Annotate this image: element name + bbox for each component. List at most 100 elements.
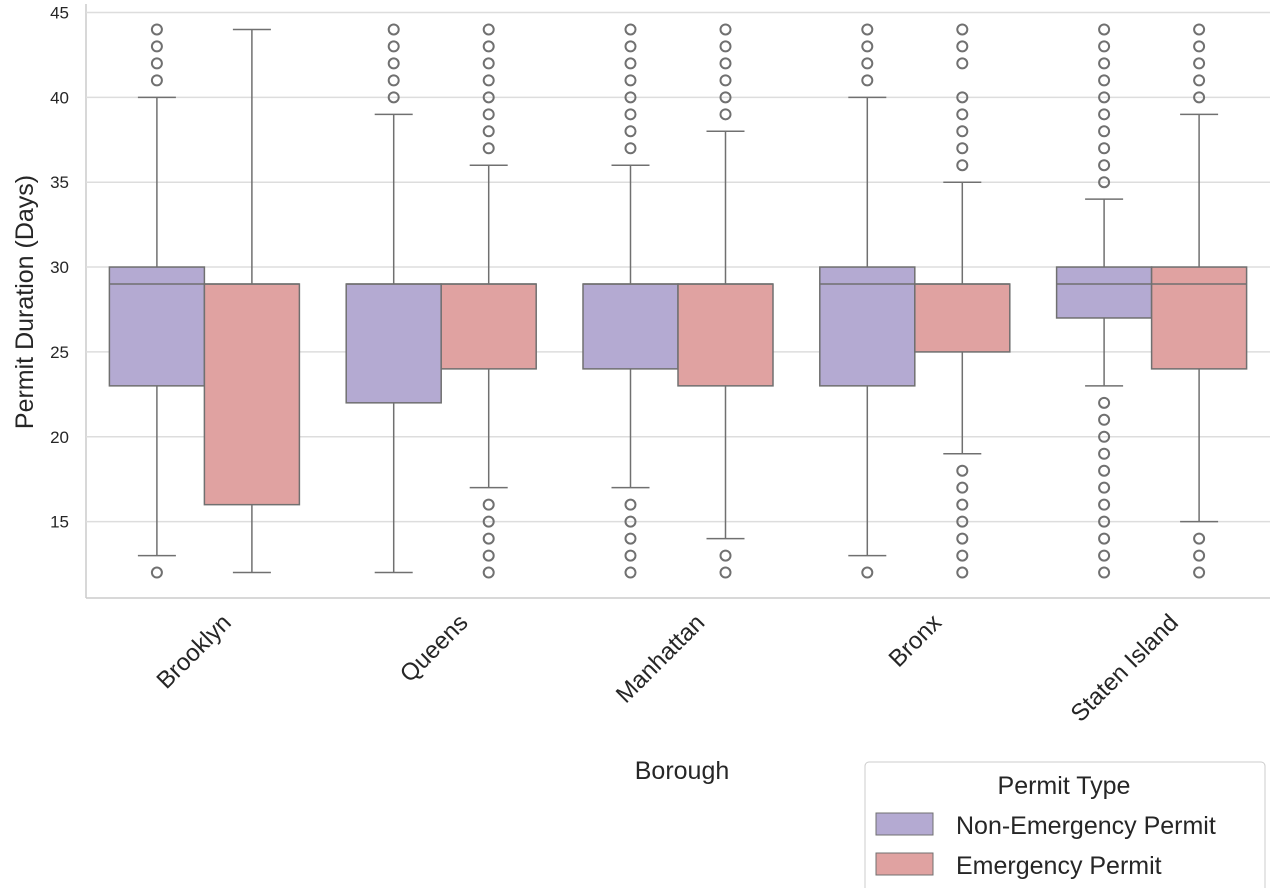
- outlier-point: [1193, 23, 1206, 36]
- outlier-point: [719, 549, 732, 562]
- box-0-1: [203, 28, 301, 574]
- outlier-point: [1193, 40, 1206, 53]
- outlier-point: [719, 23, 732, 36]
- outlier-point: [1098, 108, 1111, 121]
- outlier-point: [956, 498, 969, 511]
- outlier-point: [956, 532, 969, 545]
- outlier-point: [861, 57, 874, 70]
- outlier-point: [956, 566, 969, 579]
- outlier-point: [624, 125, 637, 138]
- outlier-point: [956, 108, 969, 121]
- box-3-1: [914, 23, 1011, 579]
- box-iqr: [677, 283, 774, 387]
- outlier-point: [150, 74, 163, 87]
- outlier-point: [861, 566, 874, 579]
- y-tick-label: 30: [50, 258, 69, 277]
- outlier-point: [719, 57, 732, 70]
- outlier-point: [719, 91, 732, 104]
- outlier-point: [624, 57, 637, 70]
- outlier-point: [956, 142, 969, 155]
- outlier-point: [1098, 430, 1111, 443]
- outlier-point: [387, 57, 400, 70]
- box-0-0: [108, 23, 206, 579]
- outlier-point: [956, 125, 969, 138]
- outlier-point: [1098, 40, 1111, 53]
- outlier-point: [956, 464, 969, 477]
- outlier-point: [624, 532, 637, 545]
- outlier-point: [1098, 464, 1111, 477]
- outlier-point: [482, 74, 495, 87]
- legend: Permit Type Non-Emergency Permit Emergen…: [864, 761, 1266, 888]
- y-tick-label: 35: [50, 173, 69, 192]
- outlier-point: [956, 40, 969, 53]
- outlier-point: [482, 515, 495, 528]
- box-4-0: [1055, 23, 1153, 579]
- outlier-point: [624, 515, 637, 528]
- outlier-point: [719, 108, 732, 121]
- outlier-point: [1098, 413, 1111, 426]
- box-iqr: [203, 283, 301, 506]
- outlier-point: [482, 57, 495, 70]
- y-axis-label: Permit Duration (Days): [11, 175, 39, 429]
- outlier-point: [624, 74, 637, 87]
- y-tick-label: 45: [50, 3, 69, 22]
- outlier-point: [719, 566, 732, 579]
- box-2-0: [582, 23, 679, 579]
- outlier-point: [387, 40, 400, 53]
- outlier-point: [482, 40, 495, 53]
- outlier-point: [1193, 532, 1206, 545]
- y-tick-label: 15: [50, 513, 69, 532]
- outlier-point: [624, 108, 637, 121]
- x-tick-label: Staten Island: [1066, 609, 1184, 727]
- legend-label-non-emergency: Non-Emergency Permit: [956, 812, 1216, 840]
- outlier-point: [624, 142, 637, 155]
- outlier-point: [150, 23, 163, 36]
- legend-title: Permit Type: [998, 772, 1131, 800]
- outlier-point: [482, 91, 495, 104]
- x-tick-label: Queens: [395, 609, 474, 688]
- outlier-point: [861, 23, 874, 36]
- outlier-point: [482, 142, 495, 155]
- box-3-0: [819, 23, 916, 579]
- box-iqr: [440, 283, 537, 370]
- outlier-point: [956, 481, 969, 494]
- y-axis: 15 20 25 30 35 40 45: [50, 3, 69, 531]
- outlier-point: [1098, 549, 1111, 562]
- outlier-point: [150, 566, 163, 579]
- outlier-point: [1098, 57, 1111, 70]
- outlier-point: [482, 125, 495, 138]
- box-iqr: [819, 266, 916, 387]
- outlier-point: [1098, 498, 1111, 511]
- outlier-point: [482, 549, 495, 562]
- outlier-point: [1098, 532, 1111, 545]
- legend-swatch-non-emergency: [875, 812, 934, 836]
- y-tick-label: 20: [50, 428, 69, 447]
- outlier-point: [624, 549, 637, 562]
- legend-swatch-emergency: [875, 852, 934, 876]
- outlier-point: [1098, 91, 1111, 104]
- outlier-point: [1193, 566, 1206, 579]
- x-axis-label: Borough: [635, 757, 730, 785]
- legend-frame: [864, 761, 1266, 888]
- outlier-point: [719, 74, 732, 87]
- outlier-point: [624, 566, 637, 579]
- outlier-point: [861, 74, 874, 87]
- outlier-point: [956, 91, 969, 104]
- outlier-point: [956, 159, 969, 172]
- box-iqr: [1055, 266, 1153, 319]
- outlier-point: [482, 566, 495, 579]
- x-tick-label: Brooklyn: [152, 609, 237, 694]
- outlier-point: [624, 23, 637, 36]
- box-iqr: [108, 266, 206, 387]
- outlier-point: [1193, 91, 1206, 104]
- outlier-point: [1098, 142, 1111, 155]
- outlier-point: [956, 549, 969, 562]
- outlier-point: [956, 57, 969, 70]
- y-tick-label: 40: [50, 88, 69, 107]
- outlier-point: [1098, 447, 1111, 460]
- box-iqr: [914, 283, 1011, 353]
- outlier-point: [1098, 481, 1111, 494]
- outlier-point: [1098, 396, 1111, 409]
- outlier-point: [482, 498, 495, 511]
